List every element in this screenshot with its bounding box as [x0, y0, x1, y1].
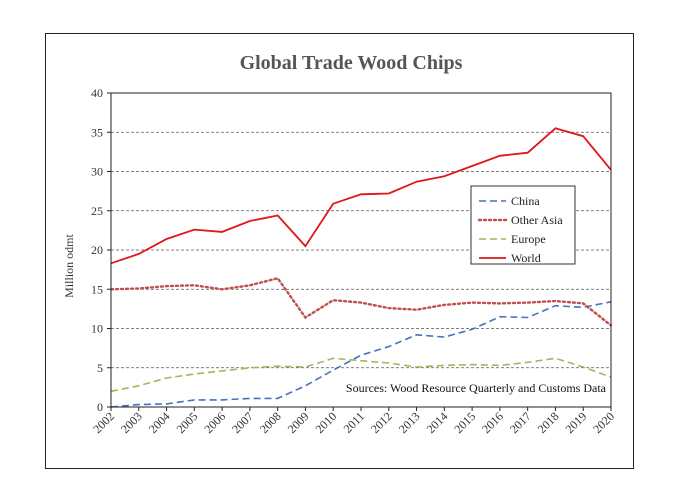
x-tick-label: 2003	[118, 409, 145, 436]
x-tick-label: 2018	[535, 409, 562, 436]
x-tick-label: 2011	[341, 409, 368, 436]
series-line-europe	[110, 357, 612, 393]
x-tick-label: 2006	[201, 409, 228, 436]
x-tick-label: 2019	[562, 409, 589, 436]
x-tick-label: 2010	[312, 409, 339, 436]
y-tick-label: 15	[91, 282, 103, 296]
chart-frame: Global Trade Wood Chips 0 5 10 15 20 25 30 35 40…	[45, 33, 634, 469]
line-chart: Global Trade Wood Chips 0 5 10 15 20 25 30 35 40…	[62, 52, 617, 436]
legend-label: Other Asia	[511, 213, 563, 227]
y-tick-label: 25	[91, 204, 103, 218]
legend-label: China	[511, 194, 540, 208]
x-tick-label: 2017	[507, 409, 534, 436]
x-tick-labels: 2002 2003 2004 2005 2006 2007 2008 2009 2010 2011…	[90, 407, 617, 436]
x-tick-label: 2020	[590, 409, 617, 436]
plot-area	[110, 92, 612, 408]
x-tick-label: 2013	[396, 409, 423, 436]
y-tick-label: 20	[91, 243, 103, 257]
x-tick-label: 2007	[229, 409, 256, 436]
y-tick-label: 5	[97, 361, 103, 375]
y-tick-labels: 0 5 10 15 20 25 30 35 40	[91, 86, 111, 414]
legend-box	[470, 185, 576, 265]
x-tick-label: 2009	[285, 409, 312, 436]
legend-label: World	[511, 251, 541, 265]
x-tick-label: 2008	[257, 409, 284, 436]
series-lines	[109, 127, 613, 408]
x-tick-label: 2002	[90, 409, 117, 436]
x-tick-label: 2015	[451, 409, 478, 436]
legend: China Other Asia Europe World	[470, 185, 576, 265]
source-annotation: Sources: Wood Resource Quarterly and Cus…	[346, 381, 607, 395]
x-tick-label: 2005	[174, 409, 201, 436]
y-tick-label: 0	[97, 400, 103, 414]
legend-label: Europe	[511, 232, 546, 246]
x-tick-label: 2014	[424, 409, 451, 436]
chart-title: Global Trade Wood Chips	[240, 52, 463, 74]
y-tick-label: 30	[91, 165, 103, 179]
y-tick-label: 10	[91, 322, 103, 336]
series-line-world	[110, 127, 612, 265]
y-axis-label: Million odmt	[62, 234, 76, 298]
x-tick-label: 2012	[368, 409, 395, 436]
series-line-china	[110, 301, 612, 408]
y-tick-label: 35	[91, 125, 103, 139]
x-tick-label: 2004	[146, 409, 173, 436]
x-tick-label: 2016	[479, 409, 506, 436]
series-line-other-asia	[109, 276, 613, 327]
y-tick-label: 40	[91, 86, 103, 100]
